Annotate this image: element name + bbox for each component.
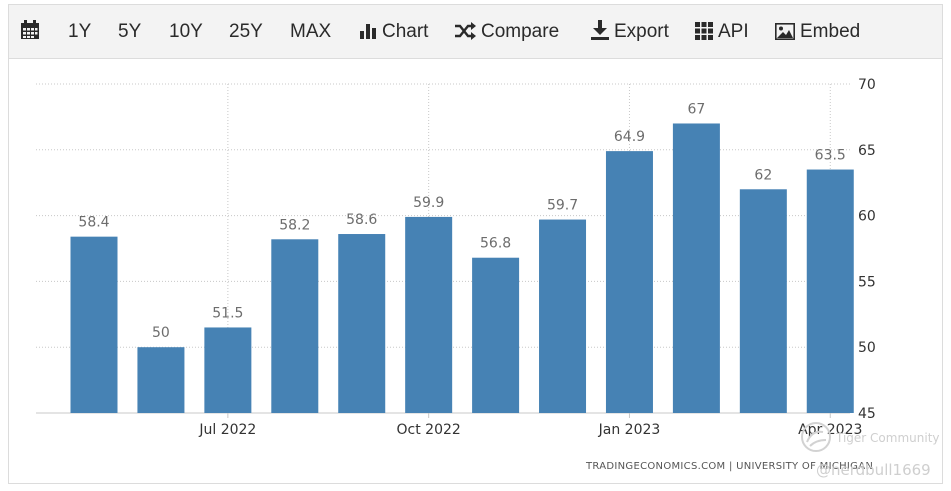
bar-value-label: 64.9 — [614, 129, 645, 145]
bar[interactable] — [137, 347, 185, 413]
y-tick-label: 55 — [858, 274, 876, 290]
bar-chart-icon — [360, 24, 376, 39]
bar-value-label: 67 — [687, 101, 705, 117]
y-tick-label: 50 — [858, 340, 876, 356]
calendar-icon[interactable] — [20, 5, 45, 59]
y-axis: 45 50 55 60 65 70 — [858, 77, 876, 422]
bar[interactable] — [271, 239, 319, 413]
bar[interactable] — [472, 257, 520, 413]
api-button-label: API — [718, 21, 749, 42]
bar-value-label: 58.4 — [78, 215, 109, 231]
grid-icon — [695, 22, 713, 40]
export-button-label: Export — [614, 21, 669, 42]
bar[interactable] — [806, 169, 854, 413]
range-25y-button[interactable]: 25Y — [229, 21, 263, 42]
x-axis: Jul 2022 Oct 2022 Jan 2023 Apr 2023 — [198, 422, 862, 438]
bar[interactable] — [70, 236, 118, 413]
bar[interactable] — [672, 123, 720, 413]
bar-value-label: 58.2 — [279, 217, 310, 233]
bar-value-label: 50 — [152, 325, 170, 341]
y-tick-label: 65 — [858, 143, 876, 159]
bar-value-label: 51.5 — [212, 305, 243, 321]
image-icon — [775, 23, 795, 40]
y-tick-label: 60 — [858, 209, 876, 225]
chart-type-button[interactable]: Chart — [359, 5, 428, 59]
api-button[interactable]: API — [695, 5, 749, 59]
chart-button-label: Chart — [382, 21, 429, 42]
bars — [70, 123, 854, 413]
bar[interactable] — [338, 234, 386, 413]
x-tick-label: Jul 2022 — [198, 422, 256, 438]
bar-value-label: 62 — [754, 167, 772, 183]
bar[interactable] — [605, 151, 653, 413]
x-tick-label: Oct 2022 — [397, 422, 461, 438]
watermark-brand: Tiger Community — [835, 431, 940, 445]
range-5y-button[interactable]: 5Y — [118, 21, 142, 42]
bar-value-label: 63.5 — [815, 148, 846, 164]
bar-value-label: 59.7 — [547, 198, 578, 214]
download-icon — [591, 20, 609, 40]
range-max-button[interactable]: MAX — [290, 21, 332, 42]
export-button[interactable]: Export — [591, 5, 669, 59]
embed-button-label: Embed — [800, 21, 861, 42]
chart-toolbar: 1Y 5Y 10Y 25Y MAX Chart Compare Export — [9, 5, 942, 59]
bar[interactable] — [405, 216, 453, 413]
tiger-logo-icon — [801, 422, 831, 452]
bar[interactable] — [739, 189, 787, 413]
y-tick-label: 45 — [858, 406, 876, 422]
y-tick-label: 70 — [858, 77, 876, 93]
compare-button[interactable]: Compare — [454, 5, 559, 59]
shuffle-icon — [455, 22, 476, 40]
bar-value-label: 56.8 — [480, 236, 511, 252]
compare-button-label: Compare — [481, 21, 560, 42]
range-10y-button[interactable]: 10Y — [169, 21, 203, 42]
bar[interactable] — [539, 219, 587, 413]
range-1y-button[interactable]: 1Y — [68, 21, 92, 42]
embed-button[interactable]: Embed — [775, 5, 860, 59]
x-tick-label: Jan 2023 — [598, 422, 661, 438]
bar[interactable] — [204, 327, 252, 413]
source-credit: TRADINGECONOMICS.COM | UNIVERSITY OF MIC… — [585, 461, 873, 472]
bar-value-label: 58.6 — [346, 212, 377, 228]
bar-value-labels: 58.4 50 51.5 58.2 58.6 59.9 56.8 59.7 64.9 67 62 63… — [78, 101, 845, 341]
watermark-user: @nerdbull1669 — [816, 461, 931, 479]
watermark: Tiger Community @nerdbull1669 — [801, 422, 940, 479]
bar-value-label: 59.9 — [413, 195, 444, 211]
